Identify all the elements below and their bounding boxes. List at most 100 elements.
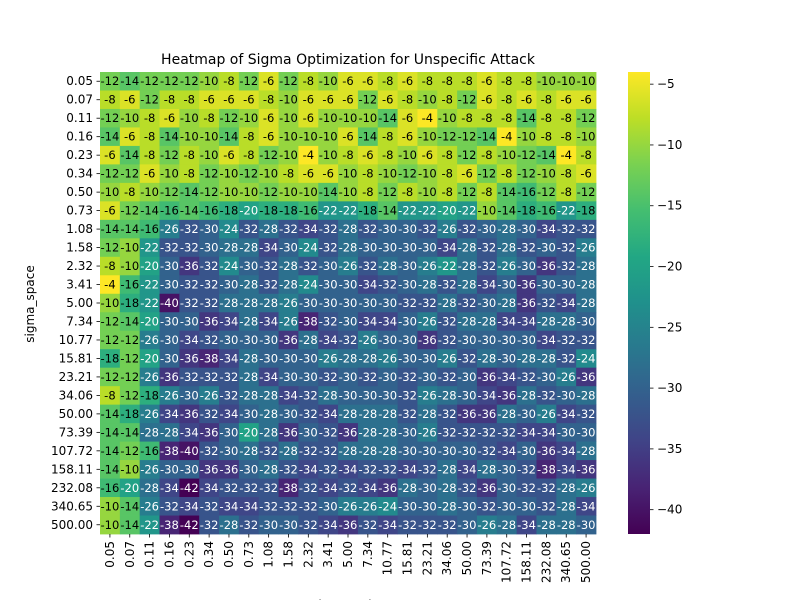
cell-value-label: -32 — [358, 222, 377, 236]
heatmap-cell — [318, 164, 339, 184]
heatmap-cell — [377, 72, 398, 91]
cell-value-label: -28 — [378, 425, 397, 439]
cell-value-label: -14 — [497, 204, 516, 218]
cell-value-label: -6 — [263, 130, 274, 144]
heatmap-cell — [496, 386, 518, 406]
colorbar-tick-label: −15 — [657, 199, 682, 213]
heatmap-cell — [556, 293, 577, 313]
heatmap-cell — [219, 367, 240, 387]
heatmap-cell — [516, 497, 537, 516]
heatmap-cell — [516, 423, 537, 442]
cell-value-label: -26 — [438, 351, 457, 365]
heatmap-cell — [139, 423, 160, 442]
cell-value-label: -30 — [279, 370, 298, 384]
heatmap-cell — [536, 478, 557, 498]
heatmap-cell — [179, 164, 200, 184]
cell-value-label: -6 — [303, 167, 314, 181]
heatmap-cell — [238, 404, 260, 424]
heatmap-cell — [536, 238, 557, 258]
heatmap-cell — [476, 219, 498, 239]
heatmap-cell — [139, 182, 160, 202]
cell-value-label: -10 — [358, 111, 377, 125]
cell-value-label: -10 — [319, 130, 338, 144]
cell-value-label: -6 — [481, 93, 492, 107]
heatmap-cell — [298, 256, 319, 276]
cell-value-label: -30 — [180, 462, 199, 476]
heatmap-cell — [298, 145, 319, 165]
cell-value-label: -12 — [120, 167, 139, 181]
cell-value-label: -32 — [557, 351, 576, 365]
cell-value-label: -30 — [557, 388, 576, 402]
cell-value-label: -34 — [517, 314, 536, 328]
cell-value-label: -32 — [299, 407, 318, 421]
cell-value-label: -30 — [537, 370, 556, 384]
heatmap-cell — [100, 127, 121, 147]
heatmap-cell — [318, 497, 339, 516]
cell-value-label: -22 — [418, 204, 437, 218]
cell-value-label: -6 — [362, 74, 373, 88]
heatmap-cell — [219, 182, 240, 202]
cell-value-label: -30 — [398, 425, 417, 439]
cell-value-label: -12 — [101, 74, 120, 88]
y-tick-label: 0.73 — [66, 204, 93, 218]
heatmap-cell — [100, 386, 121, 406]
cell-value-label: -8 — [561, 130, 572, 144]
cell-value-label: -16 — [537, 204, 556, 218]
heatmap-cell — [536, 275, 557, 295]
cell-value-label: -6 — [402, 111, 413, 125]
heatmap-cell — [516, 441, 537, 461]
heatmap-cell — [298, 441, 319, 461]
cell-value-label: -32 — [299, 499, 318, 513]
heatmap-cell — [457, 219, 478, 239]
cell-value-label: -8 — [203, 111, 214, 125]
cell-value-label: -30 — [259, 351, 278, 365]
cell-value-label: -16 — [120, 278, 139, 292]
heatmap-cell — [298, 275, 319, 295]
cell-value-label: -30 — [418, 351, 437, 365]
x-tick-label: 34.06 — [440, 541, 454, 575]
cell-value-label: -26 — [477, 518, 496, 532]
heatmap-cell — [238, 497, 260, 516]
cell-value-label: -14 — [140, 204, 159, 218]
cell-value-label: -36 — [477, 481, 496, 495]
heatmap-cell — [556, 330, 577, 350]
cell-value-label: -32 — [239, 222, 258, 236]
heatmap-cell — [119, 515, 141, 535]
y-tick-label: 15.81 — [59, 351, 93, 365]
heatmap-cell — [199, 367, 220, 387]
heatmap-cell — [357, 275, 379, 295]
heatmap-cell — [258, 386, 279, 406]
heatmap-cell — [476, 330, 498, 350]
cell-value-label: -30 — [358, 296, 377, 310]
cell-value-label: -14 — [101, 444, 120, 458]
x-tick-label: 500.00 — [579, 541, 593, 583]
cell-value-label: -36 — [180, 407, 199, 421]
cell-value-label: -24 — [220, 259, 239, 273]
cell-value-label: -12 — [140, 74, 159, 88]
heatmap-cell — [298, 423, 319, 442]
heatmap-cell — [219, 386, 240, 406]
cell-value-label: -30 — [378, 241, 397, 255]
cell-value-label: -30 — [577, 518, 596, 532]
heatmap-cell — [496, 349, 518, 369]
cell-value-label: -32 — [279, 499, 298, 513]
cell-value-label: -32 — [458, 425, 477, 439]
heatmap-cell — [179, 478, 200, 498]
heatmap-cell — [139, 238, 160, 258]
cell-value-label: -16 — [517, 185, 536, 199]
heatmap-cell — [437, 349, 458, 369]
cell-value-label: -32 — [299, 259, 318, 273]
cell-value-label: -26 — [160, 222, 179, 236]
cell-value-label: -26 — [140, 370, 159, 384]
cell-value-label: -8 — [561, 167, 572, 181]
heatmap-cell — [496, 238, 518, 258]
cell-value-label: -22 — [458, 204, 477, 218]
cell-value-label: -14 — [120, 499, 139, 513]
heatmap-cell — [516, 108, 537, 128]
cell-value-label: -32 — [477, 425, 496, 439]
heatmap-cell — [139, 478, 160, 498]
cell-value-label: -30 — [418, 241, 437, 255]
heatmap-cell — [318, 441, 339, 461]
heatmap-cell — [357, 423, 379, 442]
